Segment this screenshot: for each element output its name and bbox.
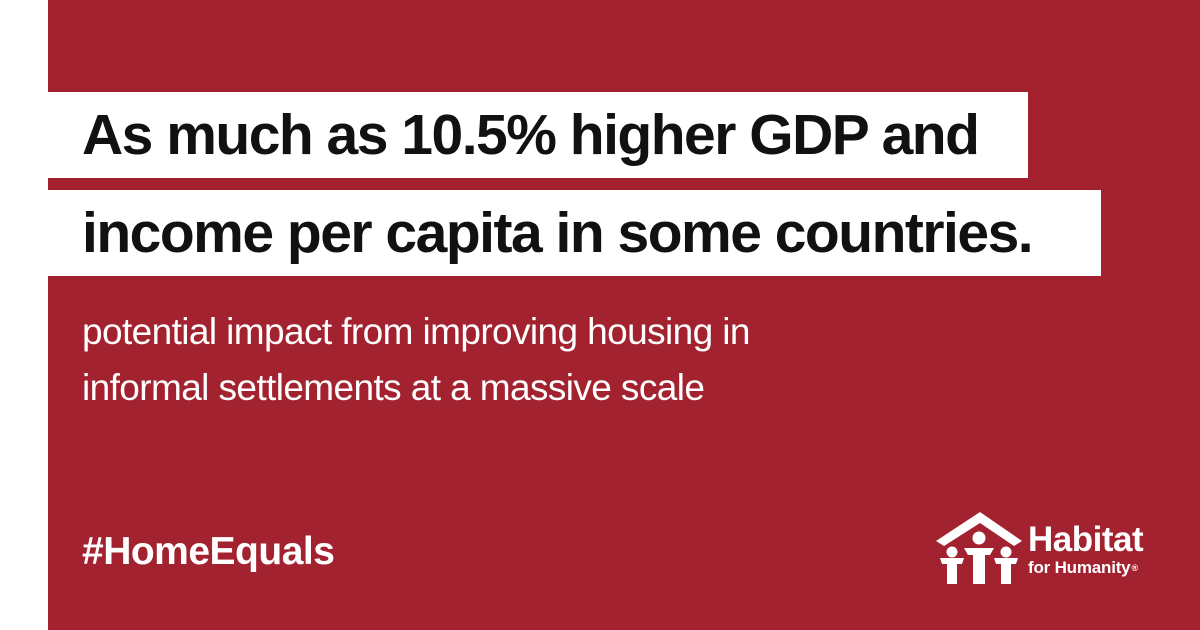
headline-line-1: As much as 10.5% higher GDP and xyxy=(82,103,980,167)
logo-name: Habitat xyxy=(1028,520,1144,559)
logo-sub-text: for Humanity xyxy=(1028,558,1131,577)
headline-line-2: income per capita in some countries. xyxy=(82,201,1034,265)
habitat-logo: Habitat for Humanity® xyxy=(932,508,1162,592)
habitat-house-people-icon xyxy=(936,512,1022,584)
subtext-line-1: potential impact from improving housing … xyxy=(82,311,750,352)
subtext: potential impact from improving housing … xyxy=(82,304,942,416)
headline-bar-2: income per capita in some countries. xyxy=(48,190,1101,276)
logo-subtitle: for Humanity® xyxy=(1028,558,1143,578)
hashtag: #HomeEquals xyxy=(82,530,335,573)
subtext-line-2: informal settlements at a massive scale xyxy=(82,367,705,408)
red-panel: As much as 10.5% higher GDP and income p… xyxy=(48,0,1200,630)
headline-bar-1: As much as 10.5% higher GDP and xyxy=(48,92,1028,178)
registered-mark: ® xyxy=(1131,563,1138,573)
logo-text: Habitat for Humanity® xyxy=(1028,520,1144,578)
